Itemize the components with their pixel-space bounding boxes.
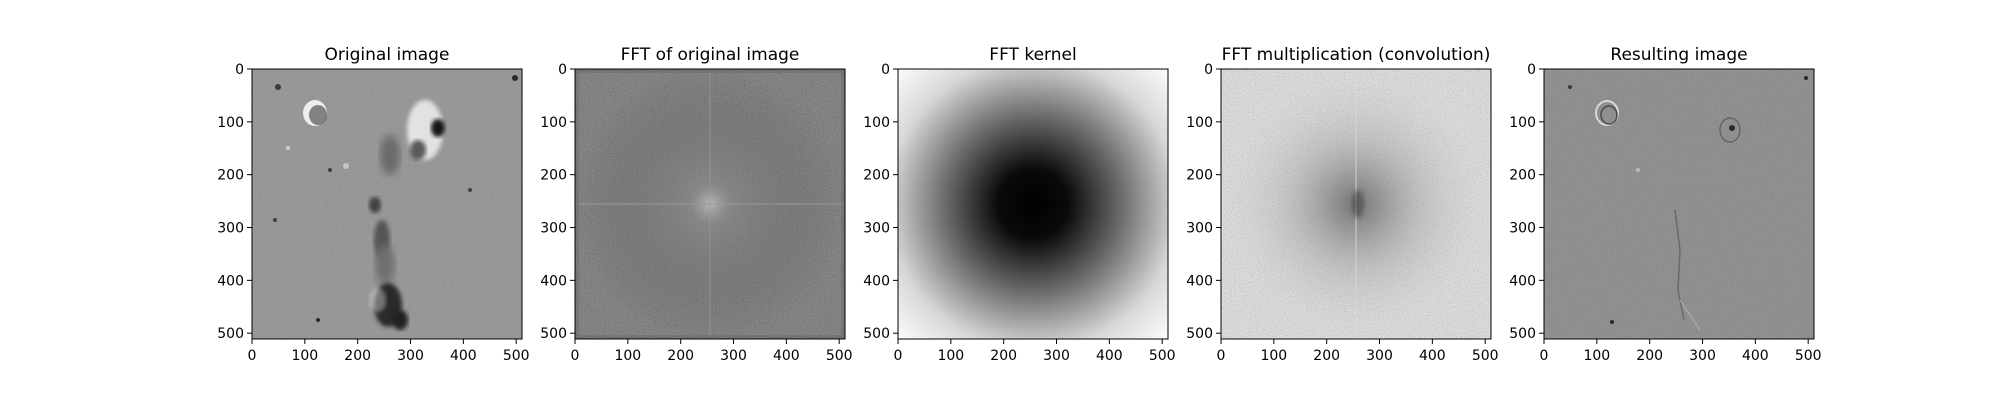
panel-title: FFT multiplication (convolution) — [1222, 45, 1491, 65]
y-tick-label: 300 — [1186, 221, 1213, 237]
x-tick-label: 100 — [937, 348, 964, 364]
y-tick-label: 200 — [217, 168, 244, 184]
y-tick-label: 200 — [1509, 168, 1536, 184]
x-tick-label: 500 — [1149, 348, 1176, 364]
x-tick-label: 500 — [826, 348, 853, 364]
x-tick-label: 400 — [1419, 348, 1446, 364]
y-tick-label: 500 — [863, 326, 890, 342]
x-tick-label: 300 — [397, 348, 424, 364]
x-tick-label: 400 — [1096, 348, 1123, 364]
y-tick-label: 0 — [558, 62, 567, 78]
y-tick-label: 300 — [863, 221, 890, 237]
y-tick-label: 300 — [217, 221, 244, 237]
x-tick-label: 400 — [450, 348, 477, 364]
x-tick-label: 500 — [1472, 348, 1499, 364]
panel-title: Original image — [325, 45, 450, 65]
y-tick-label: 400 — [863, 273, 890, 289]
x-tick-label: 0 — [1217, 348, 1226, 364]
x-tick-label: 200 — [1636, 348, 1663, 364]
y-tick-label: 100 — [217, 115, 244, 131]
y-tick-label: 400 — [1509, 273, 1536, 289]
y-tick-label: 300 — [1509, 221, 1536, 237]
y-tick-label: 300 — [540, 221, 567, 237]
y-tick-label: 500 — [217, 326, 244, 342]
x-tick-label: 400 — [1742, 348, 1769, 364]
heatmap-resulting-image — [1544, 69, 1814, 339]
heatmap-fft-multiplication — [1221, 69, 1491, 339]
x-tick-label: 400 — [773, 348, 800, 364]
x-tick-label: 500 — [503, 348, 530, 364]
y-tick-label: 400 — [1186, 273, 1213, 289]
y-tick-label: 200 — [863, 168, 890, 184]
panel-title: FFT of original image — [621, 45, 800, 65]
y-tick-label: 100 — [540, 115, 567, 131]
heatmap-fft-original — [575, 69, 845, 339]
x-tick-label: 300 — [1043, 348, 1070, 364]
y-tick-label: 500 — [1509, 326, 1536, 342]
y-tick-label: 400 — [217, 273, 244, 289]
y-tick-label: 200 — [540, 168, 567, 184]
y-tick-label: 400 — [540, 273, 567, 289]
x-tick-label: 0 — [894, 348, 903, 364]
x-tick-label: 100 — [614, 348, 641, 364]
panel-title: FFT kernel — [989, 45, 1076, 65]
panel-title: Resulting image — [1610, 45, 1747, 65]
x-tick-label: 200 — [667, 348, 694, 364]
heatmap-fft-kernel — [898, 69, 1168, 339]
x-tick-label: 200 — [1313, 348, 1340, 364]
y-tick-label: 200 — [1186, 168, 1213, 184]
y-tick-label: 0 — [235, 62, 244, 78]
y-tick-label: 500 — [540, 326, 567, 342]
x-tick-label: 0 — [571, 348, 580, 364]
x-tick-label: 300 — [720, 348, 747, 364]
x-tick-label: 0 — [1540, 348, 1549, 364]
y-tick-label: 0 — [1527, 62, 1536, 78]
x-tick-label: 100 — [1583, 348, 1610, 364]
y-tick-label: 0 — [1204, 62, 1213, 78]
x-tick-label: 200 — [344, 348, 371, 364]
y-tick-label: 500 — [1186, 326, 1213, 342]
x-tick-label: 0 — [248, 348, 257, 364]
x-tick-label: 300 — [1689, 348, 1716, 364]
y-tick-label: 100 — [1186, 115, 1213, 131]
x-tick-label: 200 — [990, 348, 1017, 364]
y-tick-label: 0 — [881, 62, 890, 78]
x-tick-label: 500 — [1795, 348, 1822, 364]
x-tick-label: 300 — [1366, 348, 1393, 364]
y-tick-label: 100 — [863, 115, 890, 131]
y-tick-label: 100 — [1509, 115, 1536, 131]
heatmap-original-image — [252, 69, 522, 339]
x-tick-label: 100 — [1260, 348, 1287, 364]
x-tick-label: 100 — [291, 348, 318, 364]
